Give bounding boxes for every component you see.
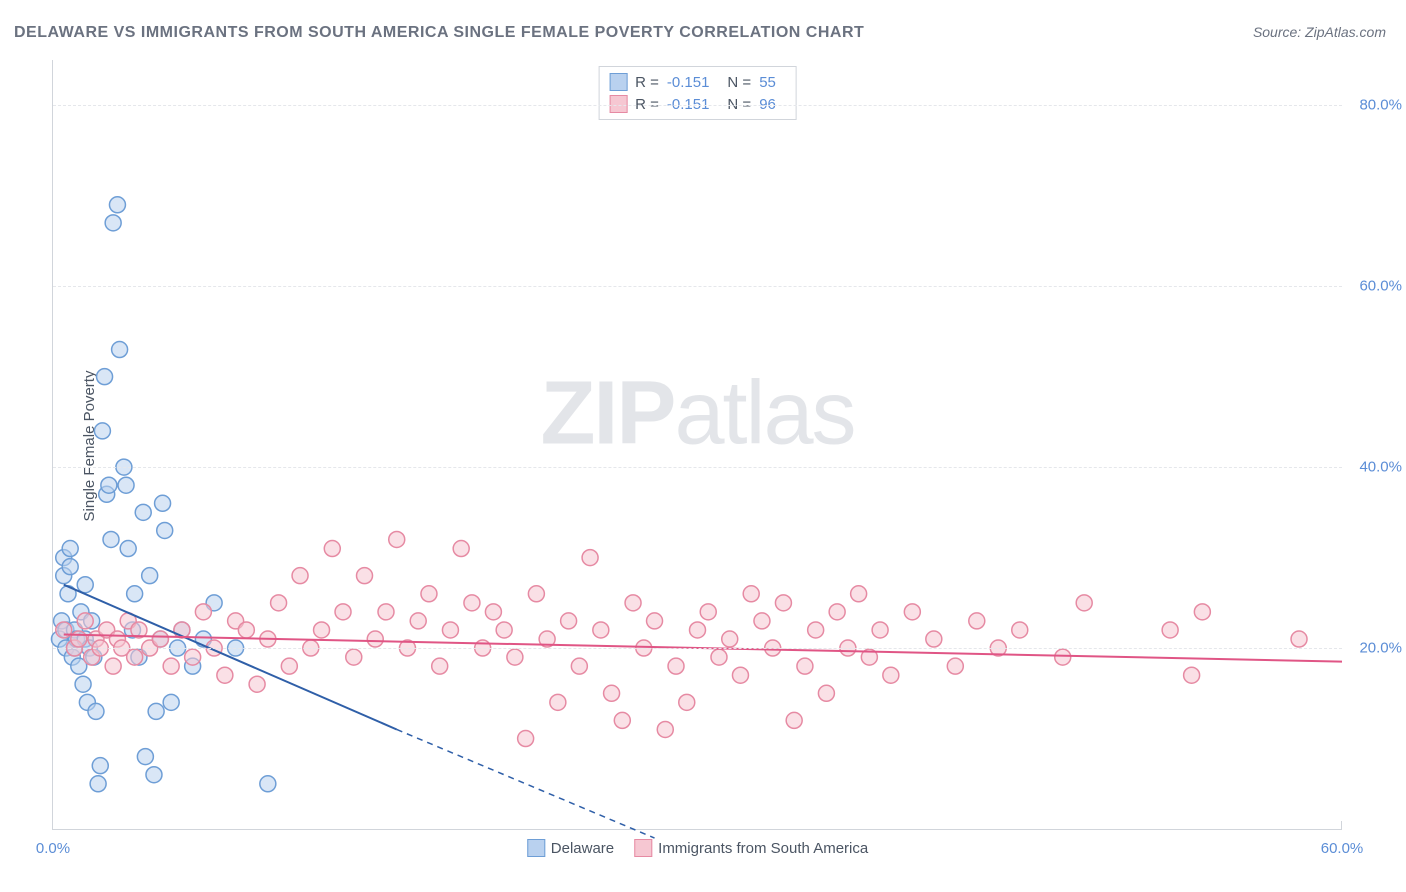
gridline <box>53 286 1342 287</box>
n-value-immigrants: 96 <box>759 96 776 113</box>
gridline <box>53 105 1342 106</box>
legend-item-delaware: Delaware <box>527 839 614 857</box>
swatch-delaware-icon <box>527 839 545 857</box>
trend-line-extrapolated <box>397 729 655 838</box>
legend-series: Delaware Immigrants from South America <box>527 839 868 857</box>
r-value-delaware: -0.151 <box>667 74 710 91</box>
swatch-immigrants-icon <box>634 839 652 857</box>
x-tick-label: 60.0% <box>1321 840 1364 857</box>
trend-lines-layer <box>53 60 1342 829</box>
legend-stats-row-delaware: R = -0.151 N = 55 <box>609 71 786 93</box>
n-value-delaware: 55 <box>759 74 776 91</box>
chart-container: DELAWARE VS IMMIGRANTS FROM SOUTH AMERIC… <box>0 0 1406 892</box>
swatch-delaware <box>609 73 627 91</box>
chart-title: DELAWARE VS IMMIGRANTS FROM SOUTH AMERIC… <box>14 24 864 42</box>
legend-stats: R = -0.151 N = 55 R = -0.151 N = 96 <box>598 66 797 120</box>
y-tick-label: 20.0% <box>1359 640 1402 657</box>
trend-line <box>64 585 397 730</box>
gridline <box>53 467 1342 468</box>
y-tick-label: 60.0% <box>1359 278 1402 295</box>
legend-item-immigrants: Immigrants from South America <box>634 839 868 857</box>
plot-area: ZIPatlas R = -0.151 N = 55 R = -0.151 N … <box>52 60 1342 830</box>
y-tick-label: 80.0% <box>1359 97 1402 114</box>
swatch-immigrants <box>609 95 627 113</box>
r-value-immigrants: -0.151 <box>667 96 710 113</box>
gridline <box>53 648 1342 649</box>
y-tick-label: 40.0% <box>1359 459 1402 476</box>
legend-stats-row-immigrants: R = -0.151 N = 96 <box>609 93 786 115</box>
x-axis-right-tick <box>1341 821 1342 829</box>
source-label: Source: ZipAtlas.com <box>1253 24 1386 40</box>
x-tick-label: 0.0% <box>36 840 70 857</box>
